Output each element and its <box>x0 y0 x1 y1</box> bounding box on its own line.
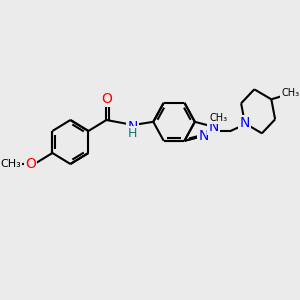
Text: O: O <box>101 92 112 106</box>
Text: N: N <box>240 116 250 130</box>
Text: CH₃: CH₃ <box>209 113 227 123</box>
Text: N: N <box>127 120 138 134</box>
Text: N: N <box>208 120 219 134</box>
Text: N: N <box>198 129 208 143</box>
Text: CH₃: CH₃ <box>281 88 299 98</box>
Text: H: H <box>128 127 137 140</box>
Text: O: O <box>25 157 36 171</box>
Text: CH₃: CH₃ <box>0 159 21 169</box>
